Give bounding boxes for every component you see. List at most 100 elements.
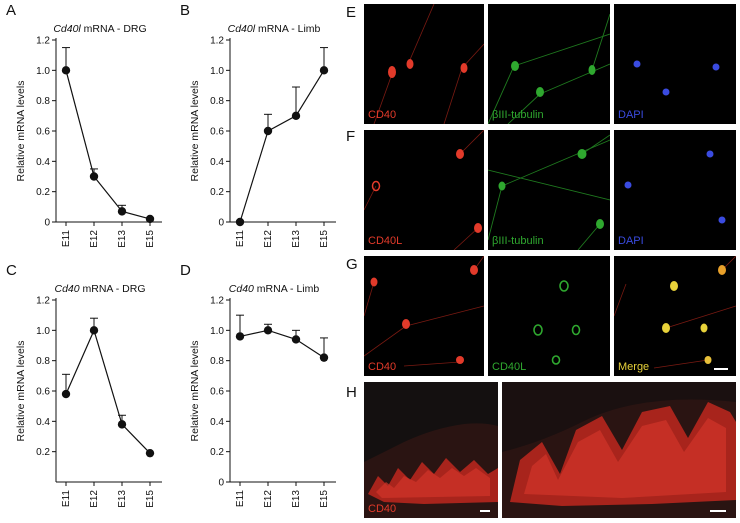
- panel-letter-b: B: [180, 2, 191, 19]
- micrograph-g-cd40: CD40: [364, 256, 484, 376]
- data-point: [263, 126, 273, 136]
- data-point: [263, 326, 273, 335]
- y-tick-label: 1.2: [210, 296, 224, 307]
- chart-title: Cd40l mRNA - Limb: [228, 23, 321, 35]
- x-tick-label: E15: [145, 490, 156, 508]
- x-tick-label: E13: [291, 230, 302, 248]
- micrograph-label: DAPI: [618, 109, 644, 121]
- y-tick-label: 1.2: [36, 296, 50, 307]
- y-tick-label: 0.2: [36, 447, 50, 458]
- y-tick-label: 0.6: [36, 127, 50, 138]
- chart-title: Cd40 mRNA - Limb: [229, 283, 320, 295]
- micrograph-label: βIII-tubulin: [492, 109, 544, 121]
- micrograph-g-merge: Merge: [614, 256, 736, 376]
- micrograph-e-tubulin: βIII-tubulin: [488, 4, 610, 124]
- chart-title-gene: Cd40: [54, 283, 79, 295]
- scale-bar: [714, 368, 728, 370]
- data-point: [61, 66, 71, 75]
- chart-title-rest: mRNA - Limb: [255, 23, 321, 35]
- y-tick-label: 1.0: [210, 326, 224, 337]
- y-tick-label: 0.4: [210, 417, 224, 428]
- micrograph-label: Merge: [618, 361, 650, 373]
- y-tick-label: 1.0: [210, 66, 224, 77]
- x-tick-label: E12: [89, 230, 100, 248]
- micrograph-label: DAPI: [618, 235, 644, 247]
- x-tick-label: E15: [319, 490, 330, 508]
- chart-title-gene: Cd40l: [228, 23, 256, 35]
- series-line: [65, 328, 151, 454]
- data-point: [291, 111, 301, 121]
- y-tick-label: 0.8: [210, 356, 224, 367]
- y-tick-label: 0.2: [210, 447, 224, 458]
- chart-cd40-drg: Cd40 mRNA - DRG 0.2 0.4 0.6 0.8 1.0 1.2 Relativ…: [15, 283, 162, 508]
- micrograph-h-cd40-high: [502, 382, 736, 518]
- x-tick-label: E11: [61, 490, 72, 507]
- series-line: [239, 329, 325, 359]
- y-tick-label: 0: [44, 218, 50, 229]
- panel-letter-h: H: [346, 384, 357, 401]
- data-point: [235, 217, 245, 227]
- micrograph-label: CD40L: [492, 361, 527, 373]
- y-axis-label: Relative mRNA levels: [189, 341, 201, 442]
- panel-letter-g: G: [346, 256, 358, 273]
- y-tick-label: 1.0: [36, 326, 50, 337]
- y-tick-label: 0.6: [36, 387, 50, 398]
- data-point: [117, 420, 127, 429]
- x-tick-label: E13: [117, 230, 128, 248]
- y-axis-label: Relative mRNA levels: [15, 81, 27, 182]
- y-tick-label: 0.6: [210, 387, 224, 398]
- chart-title-rest: mRNA - Limb: [254, 283, 320, 295]
- micrograph-e-cd40: CD40: [364, 4, 484, 124]
- y-axis-label: Relative mRNA levels: [15, 341, 27, 442]
- chart-title: Cd40 mRNA - DRG: [54, 283, 145, 295]
- x-tick-label: E12: [263, 490, 274, 508]
- chart-title-rest: mRNA - DRG: [80, 283, 146, 295]
- panel-letter-e: E: [346, 4, 357, 21]
- data-point: [319, 66, 329, 75]
- y-tick-label: 0.4: [210, 157, 224, 168]
- y-tick-label: 0.4: [36, 417, 50, 428]
- data-point: [145, 448, 155, 458]
- panel-letter-a: A: [6, 2, 17, 19]
- micrograph-label: CD40: [368, 503, 397, 515]
- y-tick-label: 0.6: [210, 127, 224, 138]
- micrograph-label: CD40: [368, 109, 397, 121]
- y-axis-label: Relative mRNA levels: [189, 81, 201, 182]
- x-tick-label: E13: [291, 490, 302, 508]
- micrograph-f-dapi: DAPI: [614, 130, 736, 250]
- chart-cd40l-limb: Cd40l mRNA - Limb 0 0.2 0.4 0.6 0.8 1.0 1.2 Rela…: [189, 23, 336, 248]
- micrograph-f-tubulin: βIII-tubulin: [488, 130, 610, 250]
- data-point: [235, 332, 245, 341]
- series-line: [239, 70, 325, 223]
- data-point: [145, 214, 155, 224]
- chart-title-gene: Cd40l: [53, 23, 81, 35]
- x-tick-label: E11: [61, 230, 72, 247]
- micrograph-label: CD40L: [368, 235, 403, 247]
- x-tick-label: E15: [145, 230, 156, 248]
- y-tick-label: 1.2: [210, 36, 224, 47]
- y-tick-label: 0.2: [210, 187, 224, 198]
- y-tick-label: 0.8: [36, 356, 50, 367]
- y-tick-label: 0.8: [36, 96, 50, 107]
- data-point: [319, 353, 329, 362]
- chart-cd40l-drg: Cd40l mRNA - DRG 0 0.2 0.4 0.6 0.8 1.0 1.2 Relat…: [15, 23, 162, 248]
- x-tick-label: E12: [263, 230, 274, 248]
- y-tick-label: 0.8: [210, 96, 224, 107]
- data-point: [291, 335, 301, 344]
- x-tick-label: E11: [235, 230, 246, 247]
- y-tick-label: 0: [218, 218, 224, 229]
- scale-bar: [480, 510, 490, 512]
- micrograph-h-cd40-low: CD40: [364, 382, 498, 518]
- data-point: [89, 172, 99, 181]
- y-tick-label: 0.2: [36, 187, 50, 198]
- x-tick-label: E11: [235, 490, 246, 507]
- y-tick-label: 1.2: [36, 36, 50, 47]
- micrograph-f-cd40l: CD40L: [364, 130, 484, 250]
- data-point: [117, 207, 127, 216]
- y-tick-label: 1.0: [36, 66, 50, 77]
- x-tick-label: E13: [117, 490, 128, 508]
- panel-letter-d: D: [180, 262, 191, 279]
- y-tick-label: 0.4: [36, 157, 50, 168]
- data-point: [89, 326, 99, 335]
